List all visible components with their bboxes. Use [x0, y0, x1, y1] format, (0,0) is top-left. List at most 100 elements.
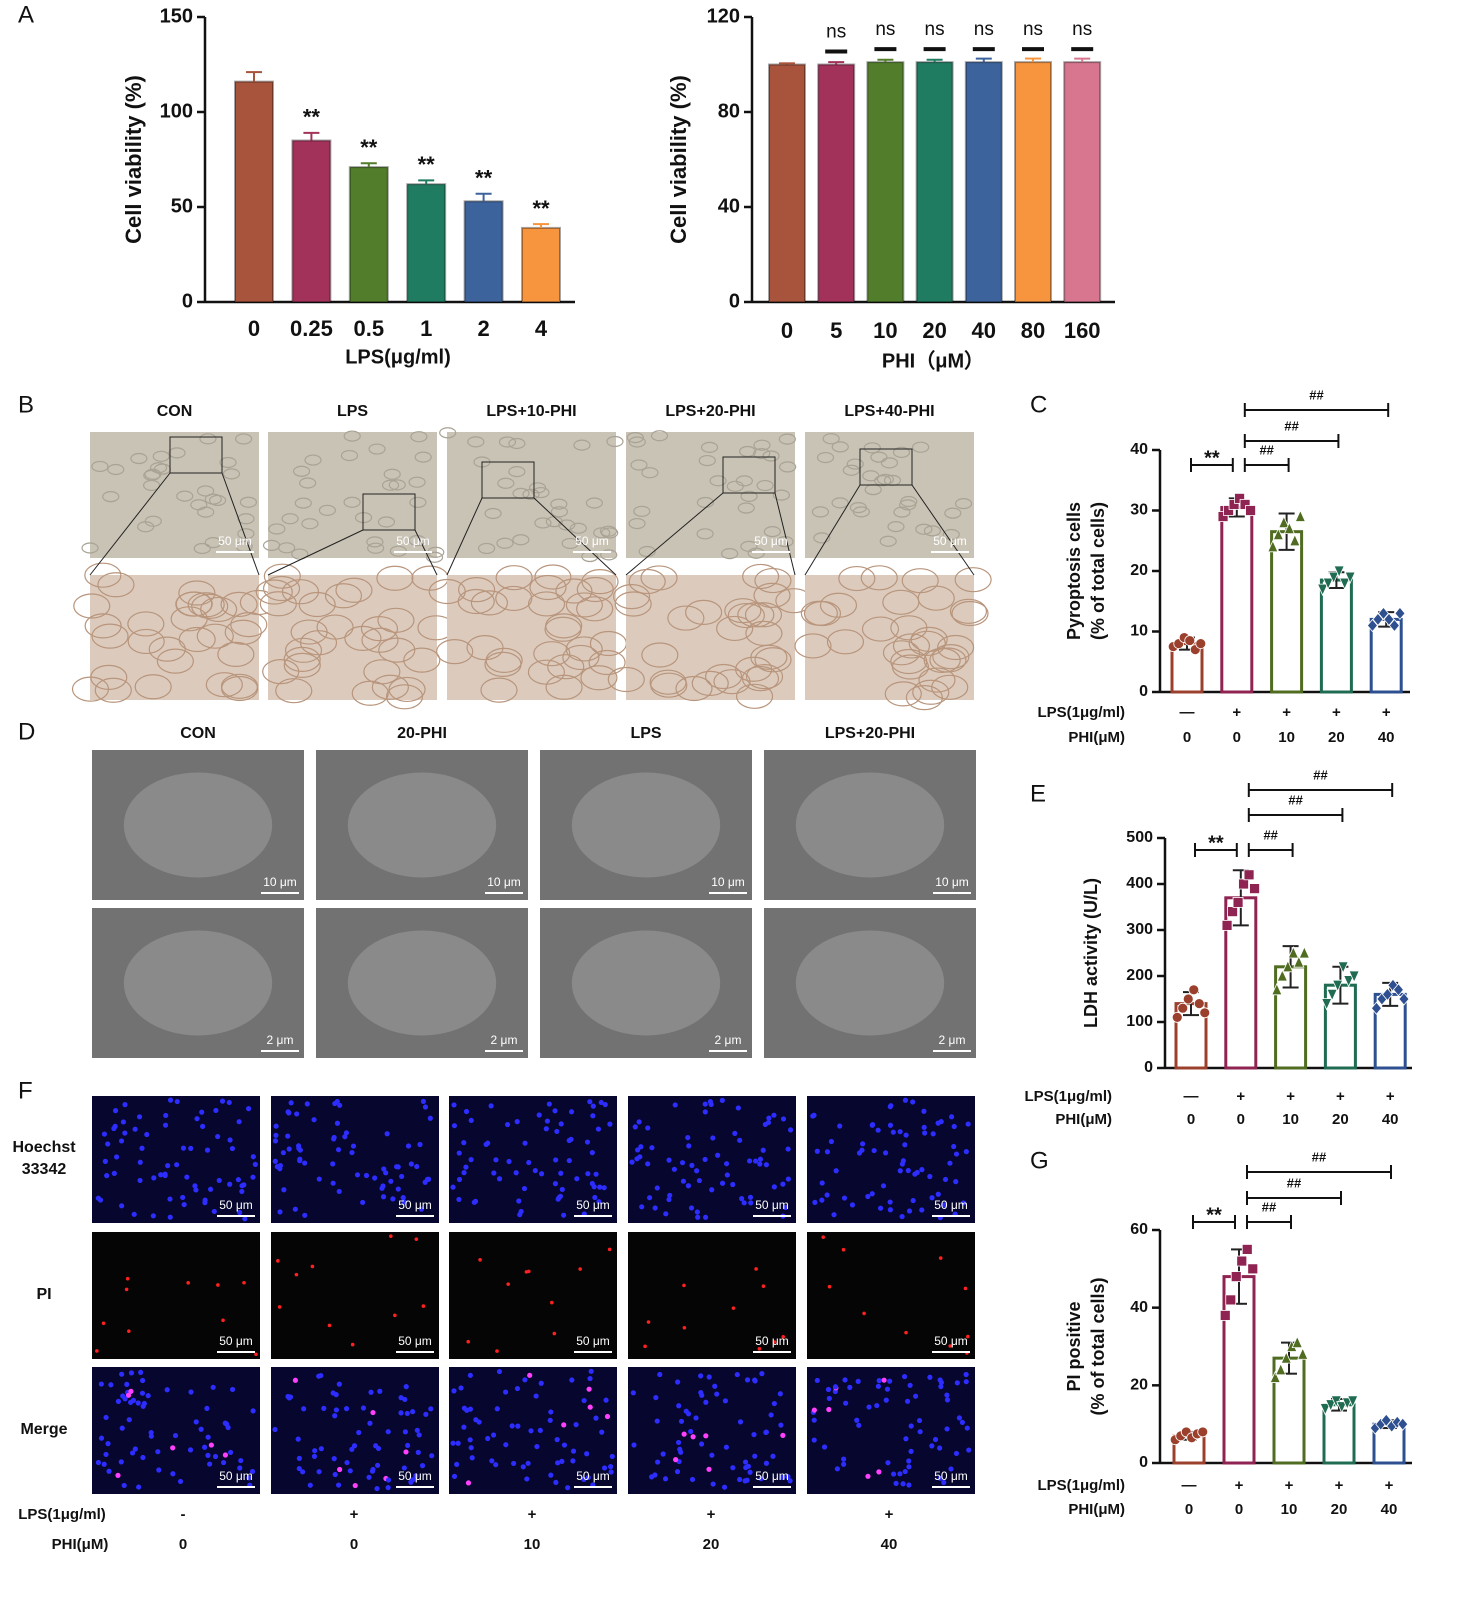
cell-dot [472, 1198, 479, 1204]
cell-dot [131, 1211, 137, 1217]
cell-dot [102, 1158, 108, 1164]
cell [899, 499, 917, 511]
cell-dot [819, 1180, 825, 1186]
cell-dot [106, 1468, 112, 1474]
scale-label: 50 μm [218, 534, 252, 548]
cell [954, 498, 973, 510]
cell-dot [730, 1465, 736, 1471]
scale-label: 50 μm [398, 1469, 432, 1483]
cell-dot [552, 1181, 559, 1187]
point [1332, 979, 1344, 993]
cell-dot [566, 1157, 572, 1164]
bar [234, 80, 274, 303]
point [1230, 1271, 1242, 1282]
panel-letter: A [18, 1, 34, 28]
cell-dot [204, 1405, 210, 1412]
point [1219, 1310, 1231, 1321]
cell-dot [227, 1449, 234, 1456]
point [1221, 920, 1233, 931]
cell-dot [421, 1304, 426, 1308]
scale-label: 10 μm [711, 875, 745, 889]
cell [360, 616, 399, 642]
cell [716, 615, 754, 642]
point [1275, 1362, 1287, 1376]
cell-dot [220, 1459, 227, 1466]
cell [884, 681, 922, 707]
cell [275, 678, 313, 704]
cell [573, 439, 591, 451]
cell-dot [280, 1150, 286, 1156]
cell-dot [180, 1194, 186, 1201]
cell-dot [525, 1460, 531, 1466]
x-tick-label: 0.5 [354, 316, 385, 341]
cell-dot [318, 1446, 324, 1452]
significance: ## [1262, 1199, 1277, 1214]
cell-dot [468, 1117, 474, 1124]
zoom-line [774, 492, 796, 576]
cell-dot [570, 1448, 577, 1454]
cell-dot [649, 1474, 655, 1480]
cell-dot [887, 1378, 893, 1384]
cell-dot [377, 1388, 383, 1394]
significance: ** [303, 105, 321, 130]
significance: ## [1259, 442, 1274, 457]
cell [756, 479, 774, 492]
cell-dot [635, 1147, 641, 1153]
cell-dot [862, 1311, 866, 1316]
cell-dot [229, 1145, 236, 1152]
row-value: 10 [524, 1536, 541, 1553]
cell-dot [826, 1395, 832, 1402]
cell [745, 664, 784, 690]
cell-dot [188, 1145, 194, 1152]
cell-dot [698, 1373, 704, 1379]
cell-dot [768, 1412, 774, 1418]
cell-dot [385, 1484, 391, 1491]
cell-dot [951, 1123, 957, 1130]
cell [915, 523, 933, 535]
cell-dot [552, 1331, 557, 1336]
cell [91, 460, 109, 473]
cell-dot [685, 1134, 691, 1141]
significance: ** [360, 135, 378, 160]
cell-dot [337, 1466, 343, 1473]
cell [942, 528, 960, 541]
x-tick-label: 2 [477, 316, 489, 341]
cell [175, 591, 213, 617]
cell-dot [215, 1133, 221, 1140]
cell-dot [461, 1424, 467, 1430]
cell [403, 647, 441, 673]
cell-dot [675, 1439, 682, 1446]
cell-dot [568, 1136, 574, 1142]
cell-dot [683, 1408, 689, 1414]
cell [912, 679, 950, 705]
scale-label: 10 μm [935, 875, 969, 889]
cell-dot [843, 1400, 849, 1406]
y-axis-label: LDH activity (U/L) [1081, 878, 1101, 1028]
cell-dot [101, 1461, 107, 1467]
y-tick-label: 100 [1126, 1013, 1153, 1030]
cell-dot [841, 1195, 848, 1201]
cell [640, 565, 678, 591]
row-value: 0 [1187, 1111, 1195, 1128]
row-value: + [1335, 1477, 1344, 1494]
cell-dot [148, 1433, 154, 1439]
bar [1322, 1403, 1356, 1465]
cell-dot [132, 1446, 138, 1452]
cell [628, 436, 646, 448]
row-value: + [350, 1506, 359, 1523]
cell-dot [731, 1306, 736, 1310]
row-value: + [1336, 1088, 1345, 1105]
micrograph [805, 575, 974, 700]
cell-dot [150, 1213, 156, 1219]
cell [863, 442, 881, 454]
cell-dot [944, 1397, 951, 1403]
x-tick-label: 1 [420, 316, 432, 341]
cell-dot [677, 1446, 683, 1452]
cell-dot [757, 1161, 763, 1167]
scale-label: 50 μm [755, 1334, 789, 1348]
cell-dot [336, 1188, 342, 1195]
cell [607, 666, 645, 693]
cell [580, 665, 618, 691]
panel-letter: B [18, 391, 34, 418]
cell [565, 592, 603, 618]
